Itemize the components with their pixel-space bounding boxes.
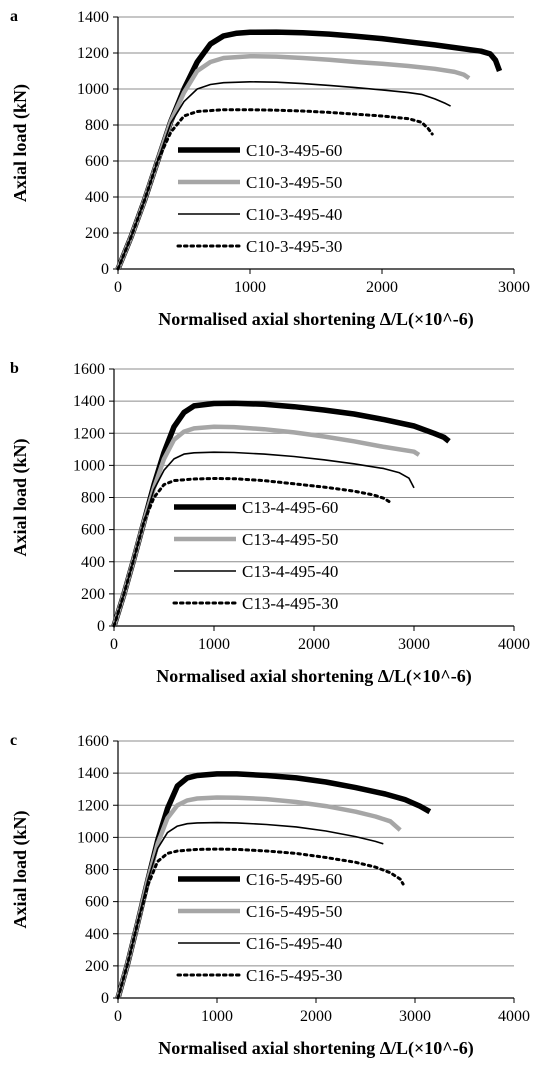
y-tick-label: 1600 <box>73 361 105 378</box>
legend-label: C16-5-495-60 <box>246 870 342 889</box>
series-line-C13-4-495-40 <box>113 451 415 627</box>
chart-panel-c: c 0 200 400 600 800 1000 1200 1400 1600 0 1000 2000 3… <box>10 732 530 1059</box>
y-tick-label: 0 <box>101 990 109 1007</box>
y-tick-label: 600 <box>85 894 109 911</box>
series-line-C10-3-495-30 <box>116 108 434 271</box>
y-tick-label: 1000 <box>77 81 109 98</box>
panel-label: c <box>10 732 17 749</box>
y-tick-label: 1200 <box>73 425 105 442</box>
panel-label: a <box>10 8 18 25</box>
legend-label: C13-4-495-60 <box>242 498 338 517</box>
y-axis-title: Axial load (kN) <box>10 438 31 556</box>
chart-panel-b: b 0 200 400 600 800 1000 1200 1400 1600 0 1000 2000 3… <box>10 360 530 687</box>
y-tick-label: 0 <box>101 261 109 278</box>
legend-label: C16-5-495-40 <box>246 934 342 953</box>
y-tick-label: 400 <box>81 554 105 571</box>
x-axis-title: Normalised axial shortening Δ/L(×10^-6) <box>158 1038 474 1059</box>
legend-label: C13-4-495-40 <box>242 562 338 581</box>
x-tick-label: 2000 <box>366 279 398 296</box>
x-tick-label: 1000 <box>234 279 266 296</box>
y-tick-label: 0 <box>97 618 105 635</box>
y-tick-label: 400 <box>85 189 109 206</box>
y-tick-label: 1000 <box>77 829 109 846</box>
x-tick-label: 0 <box>110 636 118 653</box>
y-tick-label: 200 <box>81 586 105 603</box>
y-tick-label: 1400 <box>77 765 109 782</box>
x-tick-label: 3000 <box>399 1008 431 1025</box>
x-axis-title: Normalised axial shortening Δ/L(×10^-6) <box>158 309 474 330</box>
y-tick-label: 400 <box>85 926 109 943</box>
legend-label: C10-3-495-50 <box>246 173 342 192</box>
y-tick-label: 800 <box>85 117 109 134</box>
legend-label: C10-3-495-40 <box>246 205 342 224</box>
x-tick-label: 3000 <box>498 279 530 296</box>
x-tick-label: 4000 <box>498 1008 530 1025</box>
legend-label: C16-5-495-30 <box>246 966 342 985</box>
y-tick-label: 600 <box>81 522 105 539</box>
y-tick-label: 1200 <box>77 45 109 62</box>
series-line-C10-3-495-40 <box>117 81 451 270</box>
x-tick-label: 1000 <box>198 636 230 653</box>
series-line-C16-5-495-30 <box>116 847 405 1000</box>
legend-label: C10-3-495-30 <box>246 237 342 256</box>
series-line-C13-4-495-30 <box>112 477 391 628</box>
y-tick-label: 200 <box>85 958 109 975</box>
x-tick-label: 2000 <box>300 1008 332 1025</box>
y-tick-label: 1600 <box>77 733 109 750</box>
x-tick-label: 4000 <box>498 636 530 653</box>
x-tick-label: 3000 <box>398 636 430 653</box>
legend-label: C10-3-495-60 <box>246 141 342 160</box>
y-tick-label: 1200 <box>77 797 109 814</box>
x-tick-label: 0 <box>114 1008 122 1025</box>
y-axis-title: Axial load (kN) <box>10 84 31 202</box>
x-tick-label: 2000 <box>298 636 330 653</box>
x-axis-title: Normalised axial shortening Δ/L(×10^-6) <box>156 666 472 687</box>
panel-label: b <box>10 360 19 377</box>
y-tick-label: 1400 <box>77 9 109 26</box>
x-tick-label: 1000 <box>201 1008 233 1025</box>
legend-label: C13-4-495-30 <box>242 594 338 613</box>
x-tick-label: 0 <box>114 279 122 296</box>
chart-panel-a: a 0 200 400 600 800 1000 1200 1400 0 1000 2000 3000 N… <box>10 8 530 330</box>
y-tick-label: 600 <box>85 153 109 170</box>
y-tick-label: 200 <box>85 225 109 242</box>
y-tick-label: 800 <box>81 490 105 507</box>
y-axis-title: Axial load (kN) <box>10 810 31 928</box>
legend-label: C13-4-495-50 <box>242 530 338 549</box>
y-tick-label: 1000 <box>73 457 105 474</box>
y-tick-label: 1400 <box>73 393 105 410</box>
legend-label: C16-5-495-50 <box>246 902 342 921</box>
y-tick-label: 800 <box>85 862 109 879</box>
